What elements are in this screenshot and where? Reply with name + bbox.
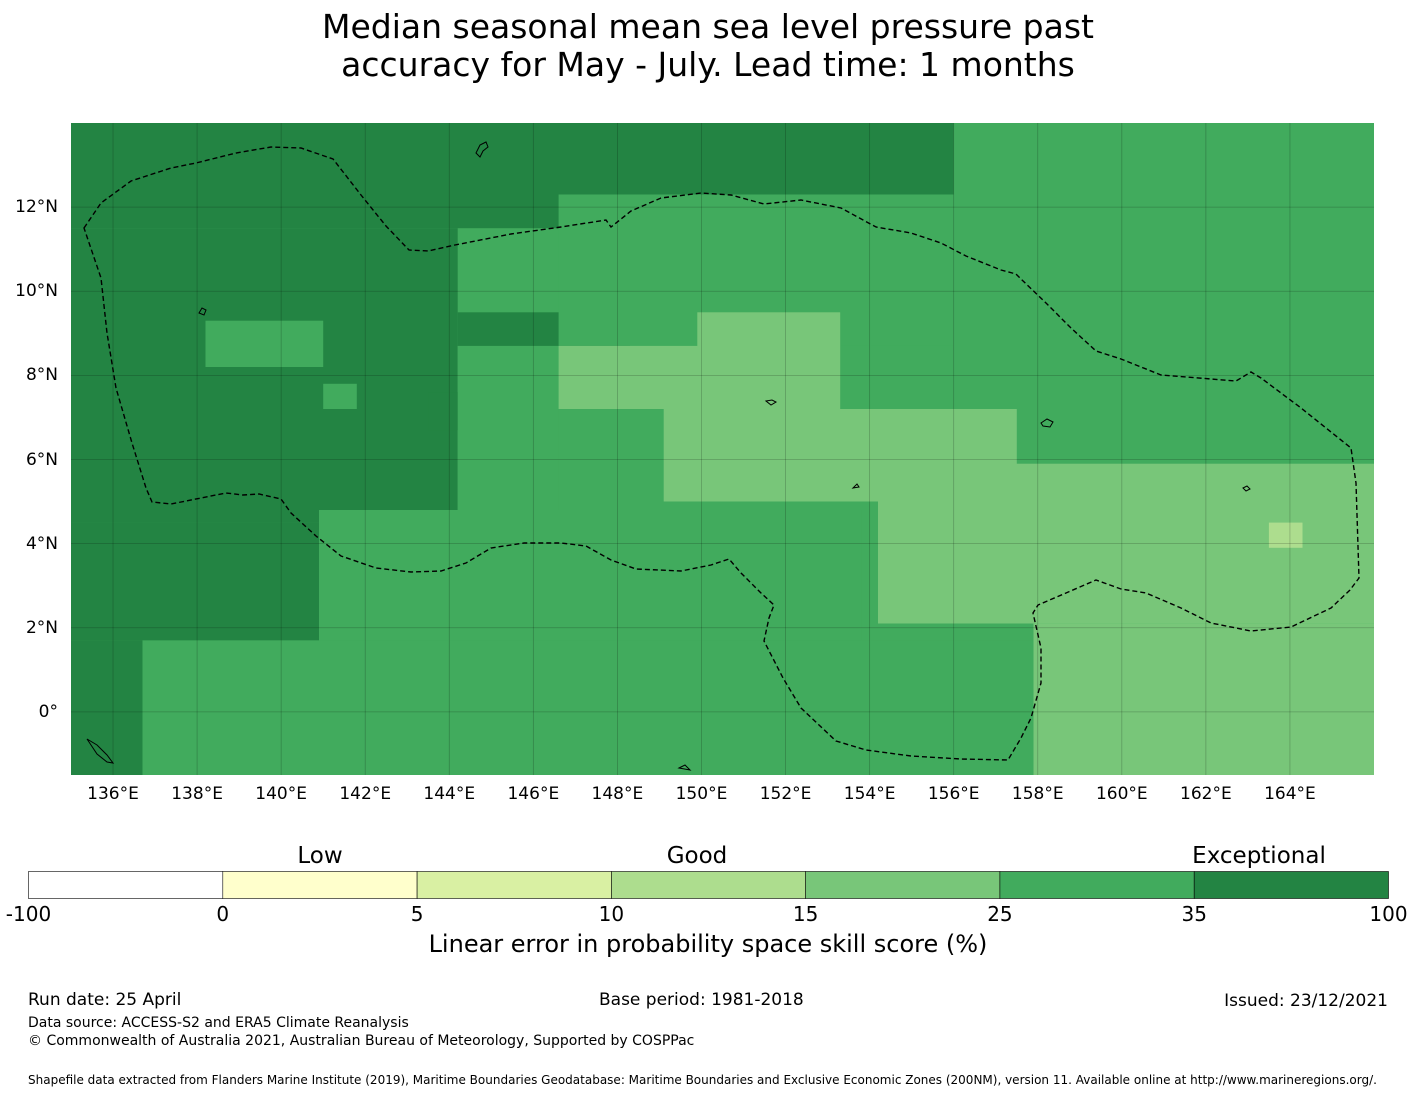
lat-tick-label: 2°N <box>25 617 58 638</box>
lon-tick-label: 158°E <box>1011 784 1064 804</box>
colorbar-segment-1 <box>222 871 418 899</box>
colorbar-tick-label: 100 <box>1369 902 1408 926</box>
lon-tick-label: 162°E <box>1180 784 1232 804</box>
lon-tick-label: 146°E <box>507 784 560 804</box>
lon-tick-label: 156°E <box>927 784 980 804</box>
skill-region-16 <box>558 345 841 409</box>
lat-tick-label: 10°N <box>15 281 58 302</box>
lon-tick-label: 154°E <box>843 784 896 804</box>
lat-tick-label: 8°N <box>25 365 58 386</box>
issued-date: Issued: 23/12/2021 <box>1224 991 1388 1011</box>
lon-tick-label: 160°E <box>1095 784 1148 804</box>
colorbar-segment-0 <box>28 871 224 899</box>
island-outline-0 <box>475 141 489 158</box>
colorbar-label-exceptional: Exceptional <box>1192 843 1326 869</box>
lon-tick-label: 150°E <box>675 784 728 804</box>
skill-region-17 <box>697 312 841 346</box>
base-period: Base period: 1981-2018 <box>599 990 804 1010</box>
island-outline-3 <box>1040 418 1054 428</box>
lat-tick-label: 4°N <box>25 533 58 554</box>
island-outline-1 <box>198 307 207 316</box>
skill-region-4 <box>567 123 954 195</box>
skill-region-10 <box>457 345 559 510</box>
colorbar-segment-6 <box>1193 871 1389 899</box>
island-outline-4 <box>1242 485 1251 492</box>
skill-region-8 <box>205 320 324 367</box>
map-title-line-1: Median seasonal mean sea level pressure … <box>322 7 1094 46</box>
colorbar-label-good: Good <box>666 843 728 869</box>
skill-region-0 <box>71 123 567 229</box>
colorbar-tick-label: 10 <box>598 902 625 926</box>
lon-tick-label: 152°E <box>759 784 812 804</box>
lon-tick-label: 140°E <box>255 784 308 804</box>
skill-region-9 <box>323 383 357 409</box>
colorbar-segment-4 <box>805 871 1001 899</box>
lat-tick-label: 0° <box>38 701 58 722</box>
island-outline-2 <box>764 399 778 406</box>
skill-region-21 <box>1268 522 1303 548</box>
skill-score-map <box>71 123 1374 775</box>
island-outline-6 <box>677 764 692 771</box>
shapefile-credit: Shapefile data extracted from Flanders M… <box>28 1073 1377 1087</box>
map-title-line-2: accuracy for May - July. Lead time: 1 mo… <box>341 45 1075 84</box>
colorbar-tick-label: 15 <box>792 902 819 926</box>
lon-tick-label: 138°E <box>171 784 223 804</box>
colorbar-tick-label: 35 <box>1181 902 1207 926</box>
colorbar-label-low: Low <box>297 843 343 869</box>
lon-tick-label: 144°E <box>423 784 476 804</box>
lon-tick-label: 148°E <box>591 784 644 804</box>
colorbar-segment-3 <box>611 871 807 899</box>
colorbar-tick-label: 5 <box>410 902 424 926</box>
lon-tick-label: 136°E <box>87 784 139 804</box>
colorbar-tick-label: -100 <box>5 902 52 926</box>
lon-tick-label: 164°E <box>1264 784 1316 804</box>
island-outline-5 <box>86 738 115 764</box>
skill-region-11 <box>319 510 862 641</box>
lon-tick-label: 142°E <box>339 784 392 804</box>
lat-tick-label: 6°N <box>25 449 58 470</box>
skill-region-1 <box>71 228 458 523</box>
colorbar-segment-5 <box>999 871 1195 899</box>
skill-region-2 <box>71 522 319 641</box>
colorbar-tick-label: 0 <box>216 902 230 926</box>
data-source: Data source: ACCESS-S2 and ERA5 Climate … <box>28 1015 409 1031</box>
colorbar-title: Linear error in probability space skill … <box>428 930 988 958</box>
skill-region-20 <box>1033 623 1374 775</box>
colorbar-tick-label: 25 <box>987 902 1013 926</box>
colorbar-segment-2 <box>416 871 612 899</box>
island-outline-7 <box>851 483 860 489</box>
copyright: © Commonwealth of Australia 2021, Austra… <box>28 1033 695 1049</box>
run-date: Run date: 25 April <box>28 990 182 1010</box>
skill-region-14 <box>953 123 1374 464</box>
lat-tick-label: 12°N <box>15 197 58 218</box>
colorbar <box>28 871 1389 899</box>
